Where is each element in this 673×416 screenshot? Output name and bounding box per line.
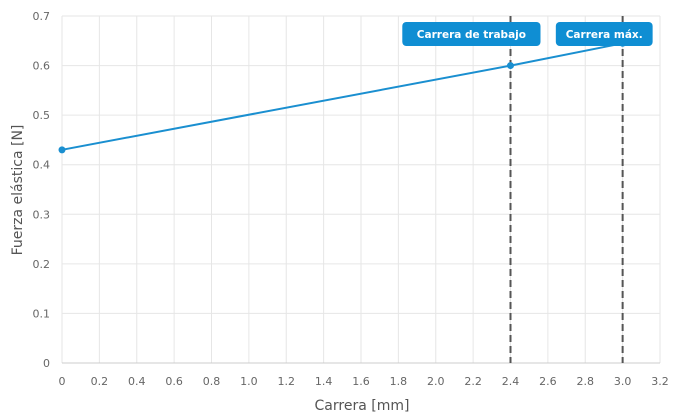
y-axis-title: Fuerza elástica [N] (10, 125, 26, 256)
badge-label: Carrera máx. (566, 29, 643, 41)
badge-background (555, 22, 653, 46)
x-tick-label: 3.2 (651, 375, 669, 388)
y-tick-label: 0.4 (33, 159, 51, 172)
x-tick-label: 0.6 (165, 375, 183, 388)
x-tick-label: 2.8 (577, 375, 595, 388)
reference-lines (509, 16, 624, 363)
y-tick-label: 0.7 (33, 10, 51, 23)
x-tick-label: 2.6 (539, 375, 557, 388)
x-tick-label: 0.8 (203, 375, 221, 388)
series-line (61, 42, 623, 151)
grid (61, 15, 661, 364)
x-tick-label: 0.4 (128, 375, 146, 388)
x-tick-label: 0.2 (91, 375, 109, 388)
x-tick-label: 1.6 (352, 375, 370, 388)
x-tick-label: 3.0 (614, 375, 632, 388)
reference-badges: Carrera de trabajo Carrera máx. (402, 22, 653, 46)
x-tick-label: 1.8 (390, 375, 408, 388)
axis-ticks: 0 0.2 0.4 0.6 0.8 1.0 1.2 1.4 1.6 1.8 2.0 2.2 2.4 2.6… (33, 10, 669, 388)
data-point[interactable] (507, 62, 514, 70)
x-tick-label: 0 (59, 375, 66, 388)
y-tick-label: 0.6 (33, 60, 51, 73)
x-tick-label: 1.4 (315, 375, 333, 388)
series (58, 39, 627, 154)
y-tick-label: 0.2 (33, 258, 51, 271)
y-tick-label: 0.5 (33, 109, 51, 122)
badge-background (402, 22, 541, 46)
badge-label: Carrera de trabajo (417, 29, 526, 41)
data-point[interactable] (58, 146, 66, 154)
reference-badge: Carrera máx. (555, 22, 653, 46)
x-tick-label: 2.0 (427, 375, 445, 388)
x-tick-label: 2.2 (464, 375, 482, 388)
x-tick-label: 2.4 (502, 375, 520, 388)
x-tick-label: 1.0 (240, 375, 258, 388)
reference-badge: Carrera de trabajo (402, 22, 541, 46)
y-tick-label: 0.3 (33, 208, 51, 221)
y-tick-label: 0 (43, 357, 50, 370)
y-tick-label: 0.1 (33, 307, 51, 320)
x-tick-label: 1.2 (278, 375, 296, 388)
x-axis-title: Carrera [mm] (315, 398, 410, 414)
